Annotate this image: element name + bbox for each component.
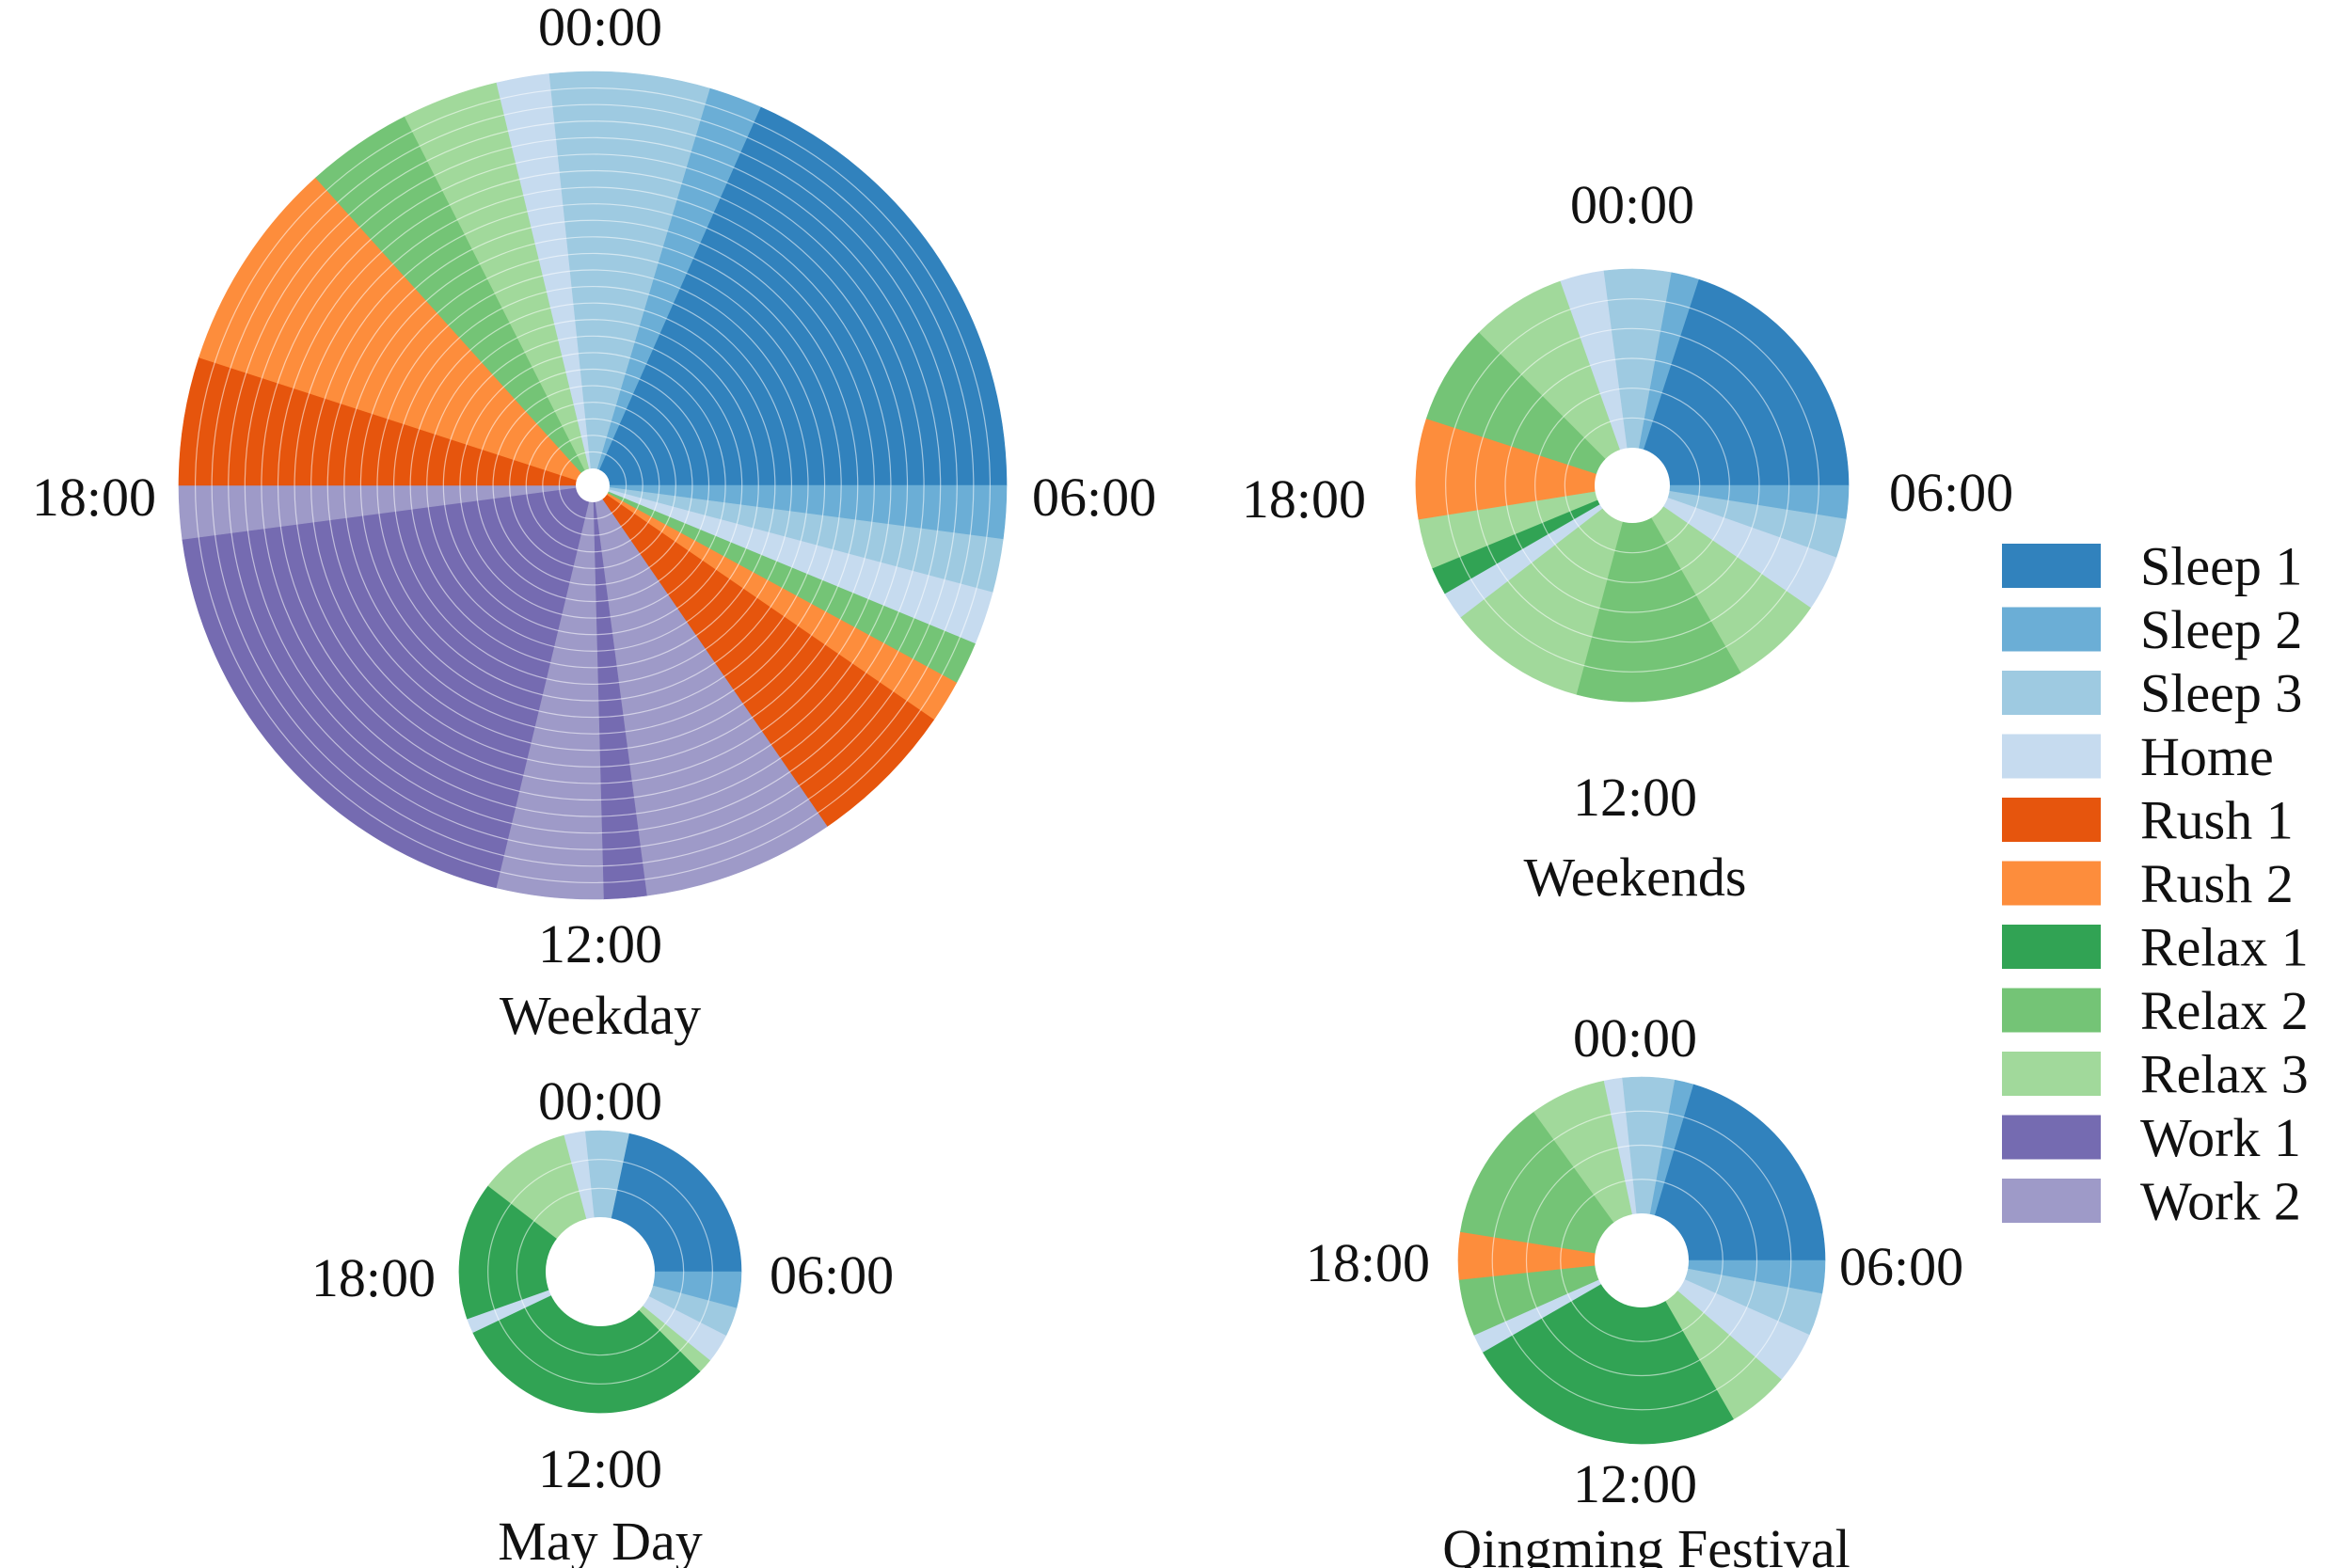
- chart-qingming-label-left: 18:00: [1306, 1232, 1430, 1293]
- chart-weekends-ring-line-3: [1504, 357, 1760, 613]
- chart-qingming-ring-line-2: [1525, 1144, 1758, 1377]
- chart-weekends-center-hole: [1595, 448, 1670, 523]
- chart-weekday-ring-line-4: [509, 402, 676, 569]
- chart-weekday-title: Weekday: [500, 985, 701, 1046]
- chart-weekends-label-left: 18:00: [1242, 468, 1366, 530]
- chart-weekday-ring-line-3: [525, 418, 660, 553]
- chart-may-day-center-hole: [546, 1217, 655, 1326]
- chart-weekends-ring-line-5: [1445, 298, 1819, 673]
- chart-weekday-ring-line-1: [558, 451, 627, 520]
- chart-weekday-label-right: 06:00: [1032, 467, 1156, 528]
- chart-qingming-ring-line-3: [1491, 1110, 1792, 1411]
- legend-swatch-8: [2002, 1052, 2101, 1096]
- chart-qingming-ring-line-1: [1560, 1179, 1724, 1342]
- chart-may-day-label-top: 00:00: [538, 1070, 662, 1132]
- legend-label-3: Home: [2140, 726, 2274, 787]
- legend-label-0: Sleep 1: [2140, 536, 2302, 597]
- legend-label-5: Rush 2: [2140, 853, 2294, 914]
- legend-swatch-10: [2002, 1179, 2101, 1223]
- legend-swatch-7: [2002, 988, 2101, 1033]
- chart-may-day-ring-line-2: [487, 1159, 713, 1385]
- chart-may-day-label-left: 18:00: [311, 1247, 436, 1308]
- legend-label-7: Relax 2: [2140, 980, 2309, 1041]
- chart-weekends-label-bottom: 12:00: [1573, 767, 1697, 828]
- chart-qingming: 00:00 06:00 12:00 18:00 Qingming Festiva…: [1306, 1007, 1963, 1568]
- chart-qingming-sectors: [1457, 1076, 1826, 1445]
- chart-weekday-ring-line-11: [392, 285, 793, 686]
- chart-weekday-sectors: [178, 71, 1008, 900]
- chart-weekday-ring-line-17: [294, 186, 892, 784]
- chart-weekday-ring-line-14: [343, 236, 842, 735]
- chart-weekday-ring-line-16: [310, 203, 875, 768]
- chart-may-day-sectors: [458, 1130, 742, 1414]
- chart-weekday-ring-line-13: [359, 252, 826, 719]
- chart-weekends-ring-line-4: [1474, 327, 1790, 643]
- legend-swatch-4: [2002, 798, 2101, 842]
- chart-weekends: 00:00 06:00 12:00 18:00 Weekends: [1242, 174, 2013, 908]
- chart-may-day: 00:00 06:00 12:00 18:00 May Day: [311, 1070, 894, 1568]
- chart-weekends-ring-line-1: [1564, 417, 1701, 554]
- chart-may-day-ring-line-1: [516, 1187, 685, 1356]
- legend-swatch-5: [2002, 861, 2101, 906]
- chart-weekday-ring-line-6: [475, 368, 710, 603]
- chart-weekends-sectors: [1415, 268, 1850, 703]
- chart-weekday-ring-line-2: [542, 435, 643, 536]
- chart-weekday-center-hole: [576, 468, 610, 502]
- chart-weekday-label-top: 00:00: [538, 0, 662, 57]
- chart-weekday-ring-line-18: [277, 169, 909, 801]
- legend-label-4: Rush 1: [2140, 790, 2294, 851]
- chart-weekends-ring-line-2: [1534, 388, 1730, 583]
- chart-qingming-label-bottom: 12:00: [1573, 1453, 1697, 1514]
- chart-may-day-title: May Day: [498, 1511, 702, 1568]
- chart-weekends-title: Weekends: [1524, 847, 1747, 908]
- legend-swatch-9: [2002, 1115, 2101, 1160]
- chart-weekday-label-bottom: 12:00: [538, 913, 662, 974]
- chart-weekday-ring-line-23: [194, 87, 992, 884]
- chart-weekday-ring-line-9: [426, 319, 759, 652]
- chart-qingming-center-hole: [1595, 1213, 1689, 1307]
- legend-swatch-6: [2002, 925, 2101, 969]
- chart-may-day-label-right: 06:00: [770, 1244, 894, 1306]
- legend-swatch-0: [2002, 544, 2101, 588]
- chart-weekday-ring-line-15: [326, 219, 859, 752]
- legend-swatch-1: [2002, 607, 2101, 652]
- legend-label-1: Sleep 2: [2140, 599, 2302, 660]
- legend-label-10: Work 2: [2140, 1171, 2301, 1232]
- legend-label-8: Relax 3: [2140, 1044, 2309, 1105]
- chart-weekday-ring-line-8: [442, 335, 743, 636]
- legend-swatch-3: [2002, 734, 2101, 779]
- chart-weekday: 00:00 06:00 12:00 18:00 Weekday: [32, 0, 1156, 1046]
- chart-qingming-label-right: 06:00: [1839, 1236, 1963, 1297]
- chart-may-day-label-bottom: 12:00: [538, 1438, 662, 1499]
- chart-weekends-label-top: 00:00: [1570, 174, 1694, 235]
- chart-weekday-ring-line-10: [409, 302, 776, 669]
- chart-weekday-ring-line-7: [459, 352, 726, 619]
- chart-weekday-ring-line-20: [244, 136, 942, 834]
- chart-weekday-label-left: 18:00: [32, 467, 156, 528]
- legend-label-9: Work 1: [2140, 1107, 2301, 1168]
- legend-label-2: Sleep 3: [2140, 663, 2302, 724]
- chart-weekends-label-right: 06:00: [1889, 462, 2013, 523]
- chart-weekday-ring-line-12: [376, 269, 809, 702]
- chart-qingming-label-top: 00:00: [1573, 1007, 1697, 1069]
- legend-label-6: Relax 1: [2140, 917, 2309, 978]
- legend-swatch-2: [2002, 671, 2101, 715]
- chart-weekday-ring-line-5: [492, 385, 693, 586]
- chart-weekday-ring-line-22: [211, 103, 975, 867]
- chart-weekday-ring-line-21: [228, 120, 958, 850]
- chart-weekday-ring-line-19: [261, 153, 925, 817]
- chart-qingming-title: Qingming Festival: [1442, 1518, 1850, 1568]
